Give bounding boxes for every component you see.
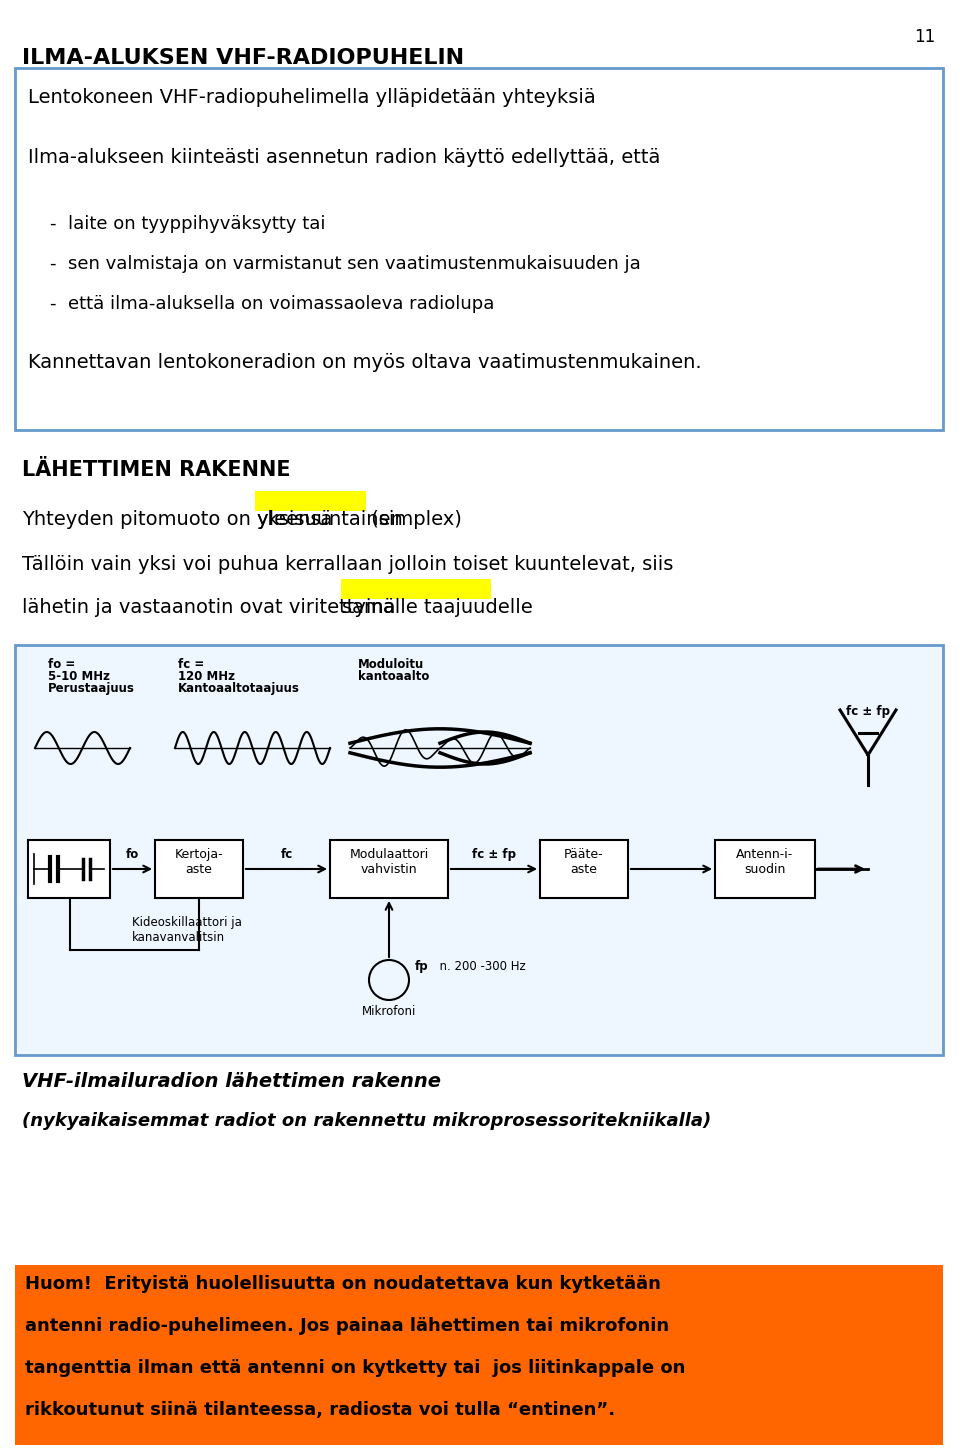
Text: VHF-ilmailuradion lähettimen rakenne: VHF-ilmailuradion lähettimen rakenne [22, 1072, 441, 1091]
Text: ILMA-ALUKSEN VHF-RADIOPUHELIN: ILMA-ALUKSEN VHF-RADIOPUHELIN [22, 48, 464, 68]
Text: (simplex): (simplex) [365, 509, 462, 530]
Text: tangenttia ilman että antenni on kytketty tai  jos liitinkappale on: tangenttia ilman että antenni on kytkett… [25, 1360, 685, 1377]
Text: yksisuuntainen: yksisuuntainen [256, 509, 403, 530]
Text: (nykyaikaisemmat radiot on rakennettu mikroprosessoritekniikalla): (nykyaikaisemmat radiot on rakennettu mi… [22, 1111, 711, 1130]
Text: kantoaalto: kantoaalto [358, 670, 429, 683]
Text: 120 MHz: 120 MHz [178, 670, 235, 683]
Text: n. 200 -300 Hz: n. 200 -300 Hz [432, 961, 526, 974]
Text: fc ± fp: fc ± fp [846, 705, 890, 718]
Text: Huom!  Erityistä huolellisuutta on noudatettava kun kytketään: Huom! Erityistä huolellisuutta on noudat… [25, 1275, 660, 1293]
Text: fo: fo [126, 847, 139, 860]
Text: Antenn­i-
suodin: Antenn­i- suodin [736, 847, 794, 876]
Text: 5-10 MHz: 5-10 MHz [48, 670, 110, 683]
Bar [155, 840, 243, 898]
Text: lähetin ja vastaanotin ovat viritettyinä: lähetin ja vastaanotin ovat viritettyinä [22, 598, 401, 617]
Text: rikkoutunut siinä tilanteessa, radiosta voi tulla “entinen”.: rikkoutunut siinä tilanteessa, radiosta … [25, 1402, 615, 1419]
Text: fc: fc [280, 847, 293, 860]
Text: samalle taajuudelle: samalle taajuudelle [342, 598, 533, 617]
Text: Ilma-alukseen kiinteästi asennetun radion käyttö edellyttää, että: Ilma-alukseen kiinteästi asennetun radio… [28, 148, 660, 167]
Text: Lentokoneen VHF-radiopuhelimella ylläpidetään yhteyksiä: Lentokoneen VHF-radiopuhelimella ylläpid… [28, 89, 596, 107]
Text: -  laite on tyyppihyväksytty tai: - laite on tyyppihyväksytty tai [50, 215, 325, 234]
Bar [330, 840, 448, 898]
Bar [255, 490, 366, 511]
Text: fc ± fp: fc ± fp [472, 847, 516, 860]
Text: -  että ilma-aluksella on voimassaoleva radiolupa: - että ilma-aluksella on voimassaoleva r… [50, 295, 494, 313]
Text: LÄHETTIMEN RAKENNE: LÄHETTIMEN RAKENNE [22, 460, 291, 480]
Text: antenni radio-puhelimeen. Jos painaa lähettimen tai mikrofonin: antenni radio-puhelimeen. Jos painaa läh… [25, 1318, 669, 1335]
Bar [28, 840, 110, 898]
Text: Modulaattori
vahvistin: Modulaattori vahvistin [349, 847, 428, 876]
Text: Kantoaaltotaajuus: Kantoaaltotaajuus [178, 682, 300, 695]
Text: Moduloitu: Moduloitu [358, 657, 424, 670]
Text: Kannettavan lentokoneradion on myös oltava vaatimustenmukainen.: Kannettavan lentokoneradion on myös olta… [28, 353, 702, 371]
Text: fo =: fo = [48, 657, 75, 670]
Bar [15, 646, 943, 1055]
Bar [715, 840, 815, 898]
Bar [540, 840, 628, 898]
Text: 11: 11 [914, 28, 935, 46]
Text: fp: fp [415, 961, 428, 974]
Text: Yhteyden pitomuoto on yleensä: Yhteyden pitomuoto on yleensä [22, 509, 339, 530]
Text: Mikrofoni: Mikrofoni [362, 1006, 417, 1019]
Text: Pääte-
aste: Pääte- aste [564, 847, 604, 876]
Text: Kideoskillaattori ja
kanavanvalitsin: Kideoskillaattori ja kanavanvalitsin [132, 916, 242, 945]
Text: Kertoja-
aste: Kertoja- aste [175, 847, 224, 876]
Text: fc =: fc = [178, 657, 204, 670]
Text: Perustaajuus: Perustaajuus [48, 682, 134, 695]
Bar [341, 579, 491, 599]
Bar [15, 68, 943, 429]
Bar [15, 1265, 943, 1445]
Text: Tällöin vain yksi voi puhua kerrallaan jolloin toiset kuuntelevat, siis: Tällöin vain yksi voi puhua kerrallaan j… [22, 554, 673, 575]
Text: -  sen valmistaja on varmistanut sen vaatimustenmukaisuuden ja: - sen valmistaja on varmistanut sen vaat… [50, 255, 640, 273]
